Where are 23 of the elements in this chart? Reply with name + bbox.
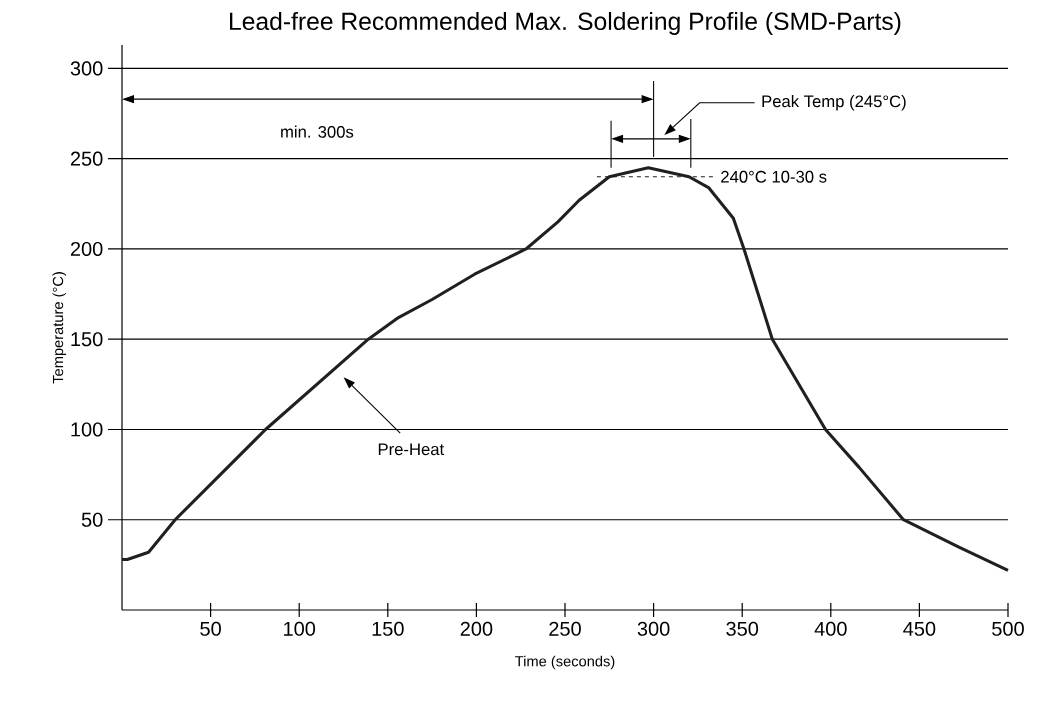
- chart-title: Lead-free Recommended Max. Soldering Profile (SMD-Parts): [230, 11, 901, 35]
- y-tick-label: 50: [81, 512, 103, 527]
- annotation: Peak Temp (245°C): [762, 94, 906, 111]
- x-tick-label: 250: [549, 621, 581, 636]
- y-tick-label: 300: [70, 61, 103, 76]
- x-tick-label: 200: [460, 621, 493, 636]
- y-tick-label: 100: [71, 422, 103, 437]
- x-tick-label: 50: [200, 621, 221, 636]
- y-tick-label: 200: [70, 241, 103, 257]
- y-axis-title: Temperature (°C): [52, 272, 67, 384]
- x-tick-label: 150: [372, 621, 404, 636]
- x-tick-label: 300: [637, 621, 670, 636]
- annotation: 240°C 10-30 s: [721, 170, 827, 183]
- y-tick-label: 250: [70, 151, 103, 166]
- x-tick-label: 100: [284, 621, 316, 636]
- x-axis-title: Time (seconds): [515, 655, 615, 670]
- x-tick-label: 400: [814, 621, 847, 636]
- x-tick-label: 500: [992, 621, 1024, 636]
- x-tick-label: 450: [903, 621, 936, 636]
- y-tick-label: 150: [71, 332, 103, 347]
- annotation: Pre-Heat: [378, 443, 445, 456]
- annotation: min. 300s: [281, 125, 354, 138]
- x-tick-label: 350: [726, 621, 759, 636]
